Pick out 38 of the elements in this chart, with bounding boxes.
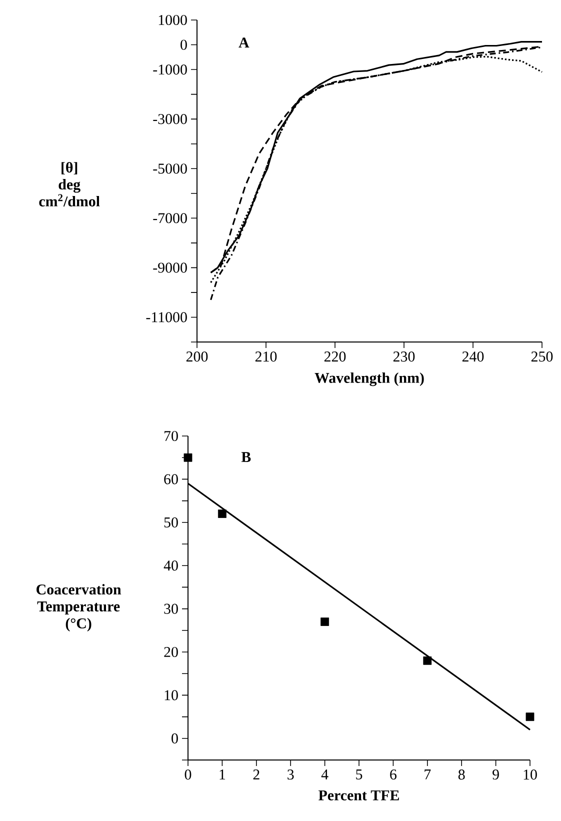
y-tick-label: -3000 — [153, 114, 187, 124]
x-tick-label: 240 — [462, 352, 484, 362]
x-axis-title: Percent TFE — [318, 790, 399, 800]
x-tick-label: 1 — [220, 770, 226, 780]
y-tick-label: 10 — [164, 690, 178, 700]
x-tick-label: 250 — [531, 352, 553, 362]
x-tick-label: 6 — [390, 770, 396, 780]
y-tick-label: 0 — [172, 733, 178, 744]
x-tick-label: 10 — [524, 770, 537, 780]
y-axis-title: [θ] deg cm$^{2}$/dmol — [39, 162, 100, 206]
x-axis-title: Wavelength (nm) — [314, 372, 424, 386]
x-tick-label: 9 — [492, 770, 499, 780]
annotation: B — [241, 452, 251, 462]
y-tick-label: 70 — [164, 430, 178, 442]
y-tick-label: -9000 — [153, 262, 187, 273]
y-tick-label: -1000 — [153, 64, 187, 75]
y-tick-label: 30 — [164, 604, 178, 614]
x-tick-label: 7 — [424, 770, 431, 780]
x-tick-label: 5 — [356, 770, 362, 780]
annotation: A — [238, 38, 250, 48]
x-tick-label: 2 — [253, 770, 260, 780]
y-tick-label: 1000 — [158, 14, 187, 26]
y-tick-label: -7000 — [153, 213, 187, 224]
y-tick-label: 50 — [164, 517, 178, 528]
x-tick-label: 8 — [458, 770, 465, 780]
y-tick-label: 0 — [180, 40, 187, 50]
x-tick-label: 3 — [288, 770, 294, 780]
x-tick-label: 210 — [255, 352, 277, 362]
x-tick-label: 200 — [186, 352, 208, 362]
x-tick-label: 220 — [324, 352, 346, 362]
x-tick-label: 4 — [321, 770, 328, 780]
y-tick-label: 20 — [164, 646, 178, 658]
y-tick-label: 40 — [164, 560, 178, 571]
y-tick-label: -11000 — [146, 312, 187, 322]
y-axis-title: Coacervation Temperature (°C) — [36, 584, 122, 632]
x-tick-label: 230 — [393, 352, 415, 362]
y-tick-label: -5000 — [153, 164, 187, 174]
y-tick-label: 60 — [164, 474, 178, 484]
